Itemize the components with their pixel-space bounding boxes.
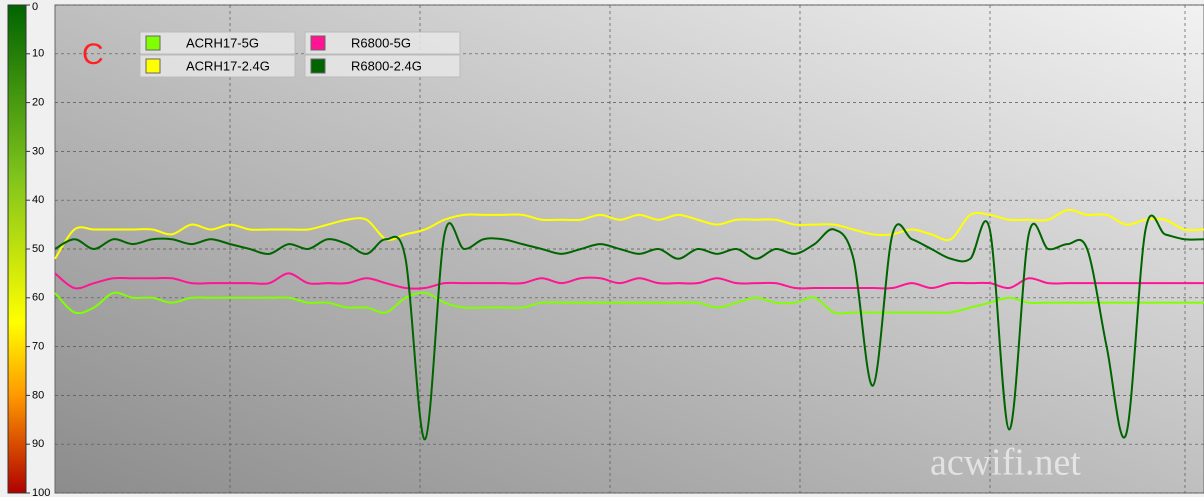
- plot-area: [54, 4, 1204, 494]
- legend-box: [304, 54, 461, 78]
- color-scale: [7, 4, 27, 494]
- legend-label: R6800-2.4G: [351, 58, 422, 73]
- y-tick-label: 40: [32, 194, 44, 206]
- annotation: C: [82, 38, 104, 71]
- y-tick-label: 50: [32, 243, 44, 255]
- legend-label: R6800-5G: [351, 35, 411, 50]
- y-tick-label: 80: [32, 389, 44, 401]
- y-tick-label: 90: [32, 438, 44, 450]
- series-line: [54, 208, 1204, 260]
- y-tick-label: 20: [32, 97, 44, 109]
- watermark: acwifi.net: [930, 442, 1081, 484]
- legend-box: [304, 31, 461, 55]
- series-line: [54, 214, 1204, 441]
- y-tick-label: 60: [32, 292, 44, 304]
- y-tick-label: 30: [32, 145, 44, 157]
- legend-swatch: [145, 35, 161, 51]
- series-line: [54, 291, 1204, 315]
- legend-label: ACRH17-2.4G: [186, 58, 270, 73]
- legend-box: [139, 31, 296, 55]
- legend-swatch: [310, 35, 326, 51]
- legend-label: ACRH17-5G: [186, 35, 259, 50]
- y-tick-label: 100: [32, 487, 50, 497]
- y-tick-label: 10: [32, 48, 44, 60]
- legend-box: [139, 54, 296, 78]
- legend-swatch: [145, 58, 161, 74]
- legend-swatch: [310, 58, 326, 74]
- y-tick-label: 0: [32, 1, 38, 13]
- series-line: [54, 272, 1204, 290]
- y-tick-label: 70: [32, 341, 44, 353]
